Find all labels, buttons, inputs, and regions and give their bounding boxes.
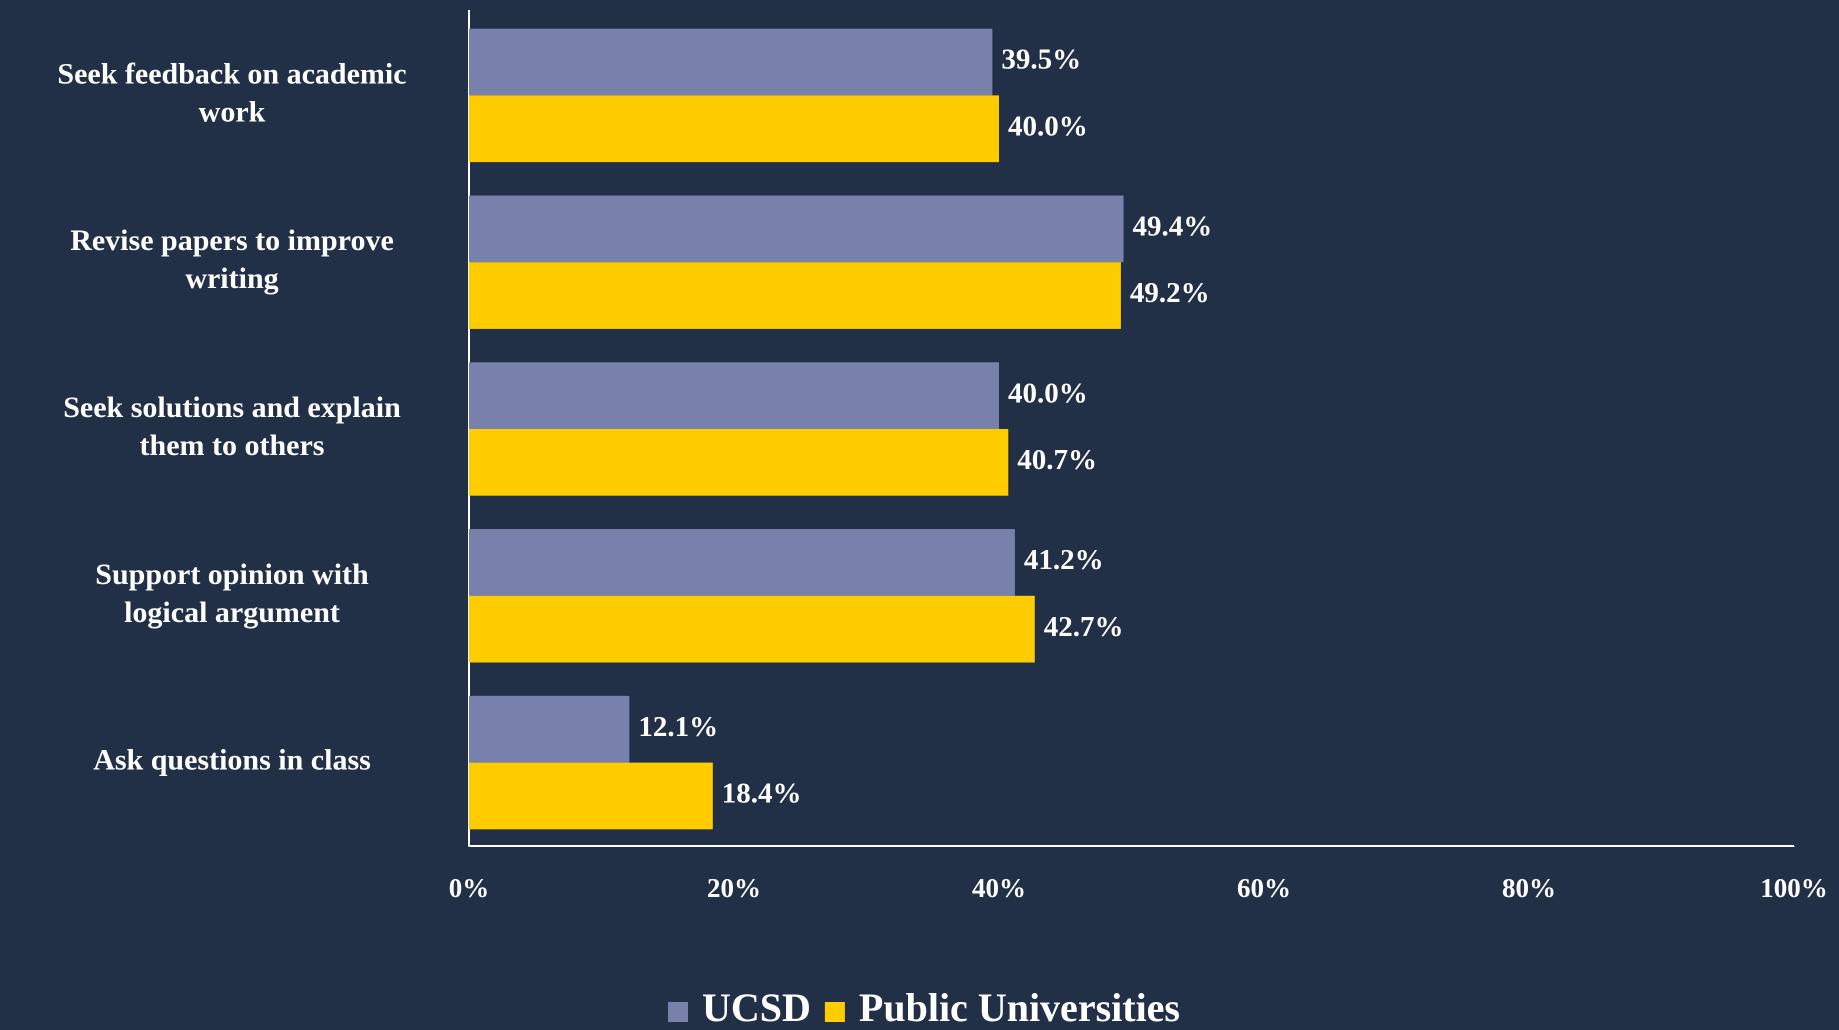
bar — [469, 262, 1121, 329]
category-label: Revise papers to improve writing — [70, 224, 394, 295]
x-tick-label: 80% — [1502, 873, 1556, 903]
value-label: 40.0% — [1008, 377, 1088, 409]
bar — [469, 429, 1009, 496]
value-label: 41.2% — [1024, 544, 1104, 576]
value-label: 49.4% — [1133, 210, 1213, 242]
bar — [469, 529, 1015, 596]
legend-swatch — [824, 1002, 845, 1022]
value-label: 42.7% — [1044, 611, 1124, 643]
value-label: 40.0% — [1008, 110, 1088, 142]
bar — [469, 195, 1124, 263]
x-tick-label: 20% — [707, 873, 761, 903]
value-label: 40.7% — [1017, 444, 1097, 476]
category-label: Ask questions in class — [93, 743, 371, 776]
x-tick-label: 60% — [1237, 873, 1291, 903]
bar — [469, 362, 999, 429]
bar — [469, 95, 999, 163]
x-tick-label: 40% — [972, 873, 1026, 903]
bar — [469, 28, 993, 96]
bar — [469, 595, 1035, 663]
bar — [469, 762, 713, 830]
value-label: 49.2% — [1130, 277, 1210, 309]
value-label: 18.4% — [722, 778, 802, 810]
value-label: 39.5% — [1001, 44, 1081, 76]
category-label: Seek solutions and explain them to others — [63, 391, 401, 462]
legend-label: Public Universities — [859, 985, 1180, 1030]
legend-label: UCSD — [702, 985, 811, 1030]
bar — [469, 695, 630, 763]
x-tick-label: 0% — [449, 873, 490, 903]
category-label: Seek feedback on academic work — [57, 57, 406, 128]
legend-swatch — [668, 1002, 688, 1022]
x-tick-label: 100% — [1760, 873, 1828, 903]
value-label: 12.1% — [638, 711, 718, 743]
category-label: Support opinion with logical argument — [95, 558, 369, 629]
